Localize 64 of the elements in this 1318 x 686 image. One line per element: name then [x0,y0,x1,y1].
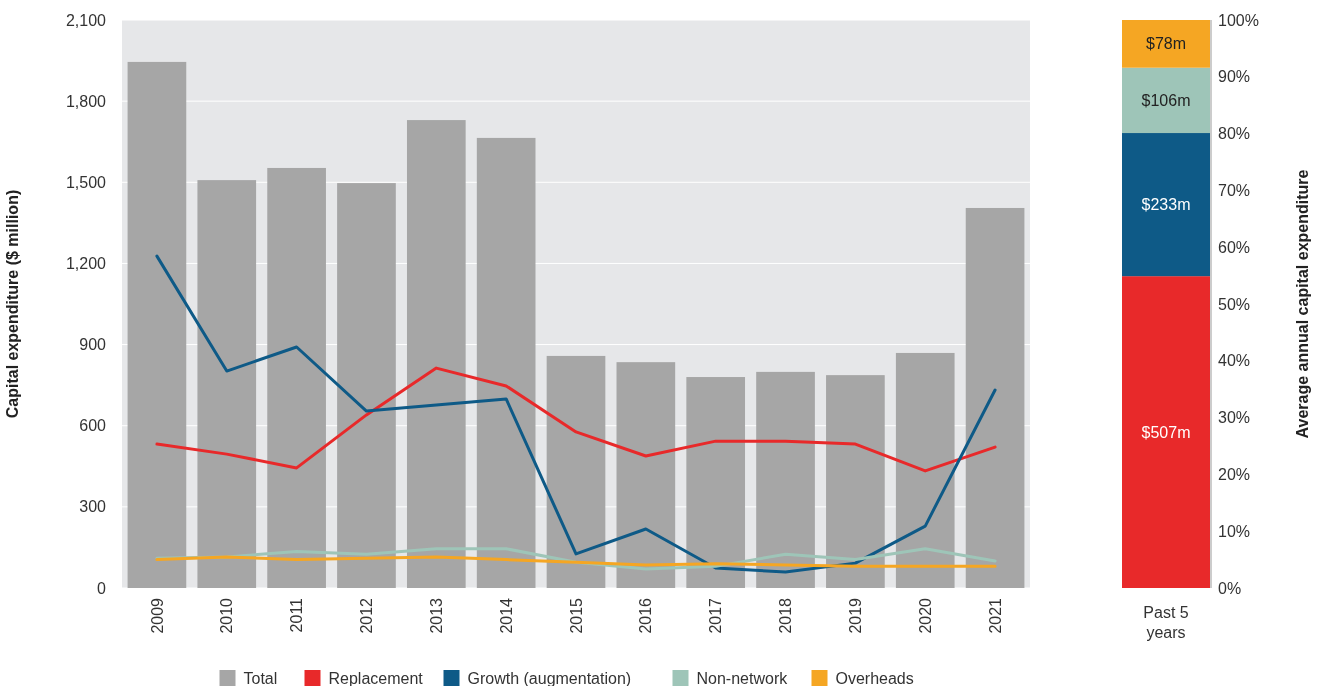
annotation: $78m [1145,35,1187,53]
x-tick-label: 2021 [986,597,1004,634]
bar [756,371,815,588]
legend-label: Non-network [696,669,789,686]
bar [127,61,187,588]
annotation: $106m [1141,91,1191,109]
line-series [155,254,997,574]
x-tick-label: 2020 [916,597,934,634]
y-tick-label: 0 [97,579,107,597]
bar [965,207,1025,588]
x-tick-label: 2017 [707,597,725,634]
y-tick-label: 60% [1218,238,1251,256]
y-tick-label: 0% [1218,579,1242,597]
bar [826,375,885,588]
annotation: $507m [1141,423,1191,441]
y-axis-title: Capital expenditure ($ million) [4,189,21,419]
y-tick-label: 2,100 [65,11,107,29]
legend-label: Total [243,669,278,686]
x-tick-label: 2011 [288,597,306,633]
x-tick-label: 2016 [637,597,655,634]
bar [1122,20,1210,68]
legend-label: Growth (augmentation) [467,669,632,686]
bar [1122,133,1210,277]
x-tick-label: 2010 [218,597,236,634]
x-tick-label: 2014 [497,597,515,634]
bar [337,183,396,588]
x-tick-label: 2013 [427,597,445,634]
y-tick-label: 70% [1218,182,1251,199]
bar [546,355,606,588]
y-tick-label: 100% [1218,11,1259,29]
x-tick-label: Past 5 years [1143,604,1189,641]
x-tick-label: 2015 [567,597,585,634]
legend-label: Replacement [328,669,424,686]
y-tick-label: 30% [1218,409,1251,427]
bar [1122,276,1210,588]
y-tick-label: 1,500 [65,173,107,191]
bar [197,180,257,588]
y-tick-label: 300 [79,498,107,516]
x-tick-label: 2018 [777,597,795,634]
line-series [155,366,997,473]
y-tick-label: 1,800 [65,92,107,110]
y-axis-title: Average annual capital expenditure [1294,169,1311,439]
y-tick-label: 600 [79,417,107,435]
y-tick-label: 900 [79,336,107,354]
bar [895,352,955,588]
y-tick-label: 20% [1218,466,1251,483]
x-tick-label: 2019 [846,597,864,634]
bar [476,137,536,588]
bar [1122,67,1210,134]
line-series [155,555,997,568]
bar [406,120,466,588]
y-tick-label: 40% [1218,352,1251,370]
y-tick-label: 10% [1218,522,1251,540]
legend-label: Overheads [835,669,914,686]
y-tick-label: 1,200 [65,255,107,273]
bar [267,167,326,588]
x-tick-label: 2009 [148,597,166,634]
annotation: $233m [1141,196,1191,214]
x-tick-label: 2012 [358,597,376,634]
y-tick-label: 80% [1218,125,1251,143]
y-tick-label: 90% [1218,68,1251,86]
y-tick-label: 50% [1218,295,1251,313]
bar [686,377,746,588]
bar [616,362,676,588]
